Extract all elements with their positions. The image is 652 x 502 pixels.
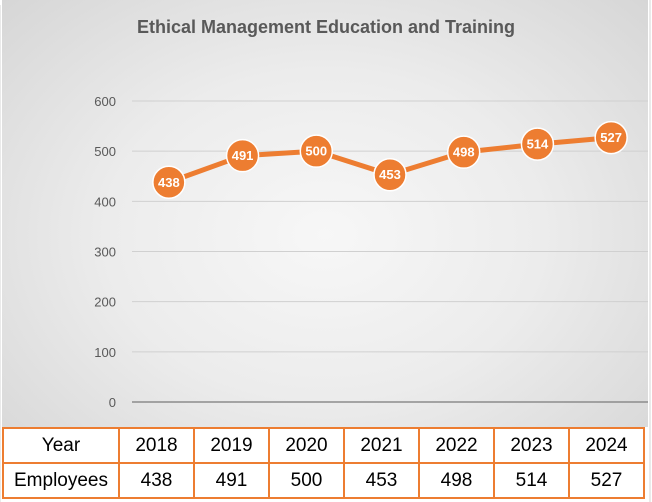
table-cell: 453 (343, 462, 420, 499)
table-row-year: Year 2018 2019 2020 2021 2022 2023 2024 (2, 427, 645, 464)
table-cell: 2021 (343, 427, 420, 464)
y-tick-label: 600 (94, 94, 116, 109)
data-point (446, 135, 481, 169)
row-label-year: Year (2, 427, 120, 464)
data-table: Year 2018 2019 2020 2021 2022 2023 2024 … (2, 427, 645, 499)
table-cell: 491 (193, 462, 270, 499)
line-chart: 0 100 200 300 400 500 600 438 491 500 453 498 514 52… (94, 94, 648, 410)
table-cell: 514 (493, 462, 570, 499)
data-label: 491 (232, 148, 254, 163)
data-point (520, 127, 555, 161)
table-cell: 2020 (268, 427, 345, 464)
data-label: 453 (379, 167, 401, 182)
table-cell: 2023 (493, 427, 570, 464)
table-cell: 438 (118, 462, 195, 499)
data-point (594, 120, 628, 155)
y-tick-label: 400 (94, 194, 116, 209)
table-cell: 498 (418, 462, 495, 499)
table-cell: 2019 (193, 427, 270, 464)
data-label: 527 (600, 130, 622, 145)
table-cell: 500 (268, 462, 345, 499)
data-label: 514 (527, 137, 549, 152)
y-tick-label: 500 (94, 144, 116, 159)
data-point (225, 138, 260, 173)
table-cell: 2024 (568, 427, 645, 464)
chart-title: Ethical Management Education and Trainin… (136, 17, 516, 37)
row-label-employees: Employees (2, 462, 120, 499)
table-row-employees: Employees 438 491 500 453 498 514 527 (2, 462, 645, 499)
table-cell: 2018 (118, 427, 195, 464)
data-label: 438 (158, 175, 180, 190)
y-tick-label: 300 (94, 245, 116, 260)
table-cell: 2022 (418, 427, 495, 464)
data-point (152, 165, 186, 200)
data-point (373, 157, 407, 192)
data-point (299, 134, 334, 168)
chart-area[interactable]: 0 100 200 300 400 500 600 438 491 500 453 498 514 52… (2, 0, 648, 427)
y-tick-label: 200 (94, 295, 116, 310)
data-label: 498 (453, 145, 475, 160)
data-label: 500 (305, 144, 327, 159)
table-cell: 527 (568, 462, 645, 499)
y-tick-label: 100 (94, 345, 116, 360)
y-tick-label: 0 (109, 395, 116, 410)
